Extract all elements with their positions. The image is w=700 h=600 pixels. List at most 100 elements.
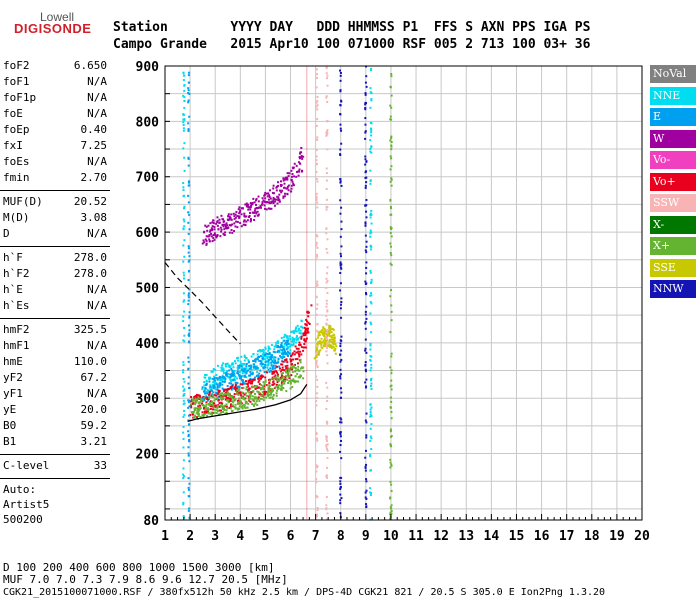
echo-point [297,337,300,340]
echo-point [333,336,336,339]
echo-point [369,439,372,442]
echo-point [296,357,299,360]
echo-point [294,330,297,333]
echo-point [369,244,372,247]
echo-point [277,184,280,187]
echo-point [265,390,268,393]
echo-point [197,407,200,410]
echo-point [331,334,334,337]
echo-point [187,221,190,224]
echo-point [253,397,256,400]
echo-point [340,142,343,145]
echo-point [302,332,305,335]
echo-point [226,388,229,391]
echo-point [286,335,289,338]
echo-point [236,370,239,373]
echo-point [197,415,200,418]
echo-point [272,397,275,400]
echo-point [365,497,368,500]
echo-point [216,392,219,395]
echo-point [339,90,342,93]
echo-point [316,95,319,98]
echo-point [325,77,328,80]
echo-point [187,296,190,299]
echo-point [329,325,332,328]
echo-point [265,396,268,399]
echo-point [183,326,186,329]
echo-point [218,382,221,385]
echo-point [364,496,367,499]
echo-point [204,407,207,410]
x-tick-label: 5 [262,529,270,544]
echo-point [369,410,372,413]
echo-point [250,382,253,385]
echo-point [320,337,323,340]
echo-point [238,364,241,367]
echo-point [259,377,262,380]
echo-point [266,371,269,374]
echo-point [369,139,372,142]
echo-point [364,131,367,134]
echo-point [247,398,250,401]
echo-point [212,383,215,386]
logo-lowell: Lowell [40,10,75,24]
echo-point [205,401,208,404]
echo-point [228,369,231,372]
echo-point [188,311,191,314]
echo-point [334,343,337,346]
echo-point [188,440,191,443]
echo-point [260,361,263,364]
echo-point [390,141,393,144]
echo-point [205,242,208,245]
echo-point [266,384,269,387]
echo-point [251,203,254,206]
echo-point [320,346,323,349]
echo-point [223,408,226,411]
echo-point [340,129,343,132]
echo-point [201,388,204,391]
echo-point [262,351,265,354]
echo-point [187,245,190,248]
echo-point [187,488,190,491]
echo-point [253,218,256,221]
echo-point [331,345,334,348]
echo-point [240,213,243,216]
series-sse [313,324,338,360]
echo-point [182,292,185,295]
echo-point [271,360,274,363]
echo-point [365,181,368,184]
echo-point [233,377,236,380]
echo-point [389,506,392,509]
echo-point [328,338,331,341]
echo-point [225,399,228,402]
echo-point [252,386,255,389]
echo-point [282,360,285,363]
echo-point [209,390,212,393]
echo-point [183,389,186,392]
echo-point [276,195,279,198]
echo-point [187,486,190,489]
echo-point [213,232,216,235]
echo-point [267,386,270,389]
echo-point [253,400,256,403]
echo-point [390,512,393,515]
param-value: 3.21 [80,435,108,448]
echo-point [364,370,367,373]
echo-point [369,321,372,324]
echo-point [193,407,196,410]
echo-point [257,213,260,216]
echo-point [325,227,328,230]
echo-point [229,378,232,381]
echo-point [250,368,253,371]
echo-point [223,380,226,383]
echo-point [209,230,212,233]
echo-point [364,186,367,189]
echo-point [340,476,343,479]
echo-point [228,393,231,396]
echo-point [276,340,279,343]
echo-point [290,374,293,377]
echo-point [328,329,331,332]
param-row-mufd: MUF(D) 20.52 [0,195,110,211]
param-row-b0: B0 59.2 [0,419,110,435]
echo-point [268,353,271,356]
